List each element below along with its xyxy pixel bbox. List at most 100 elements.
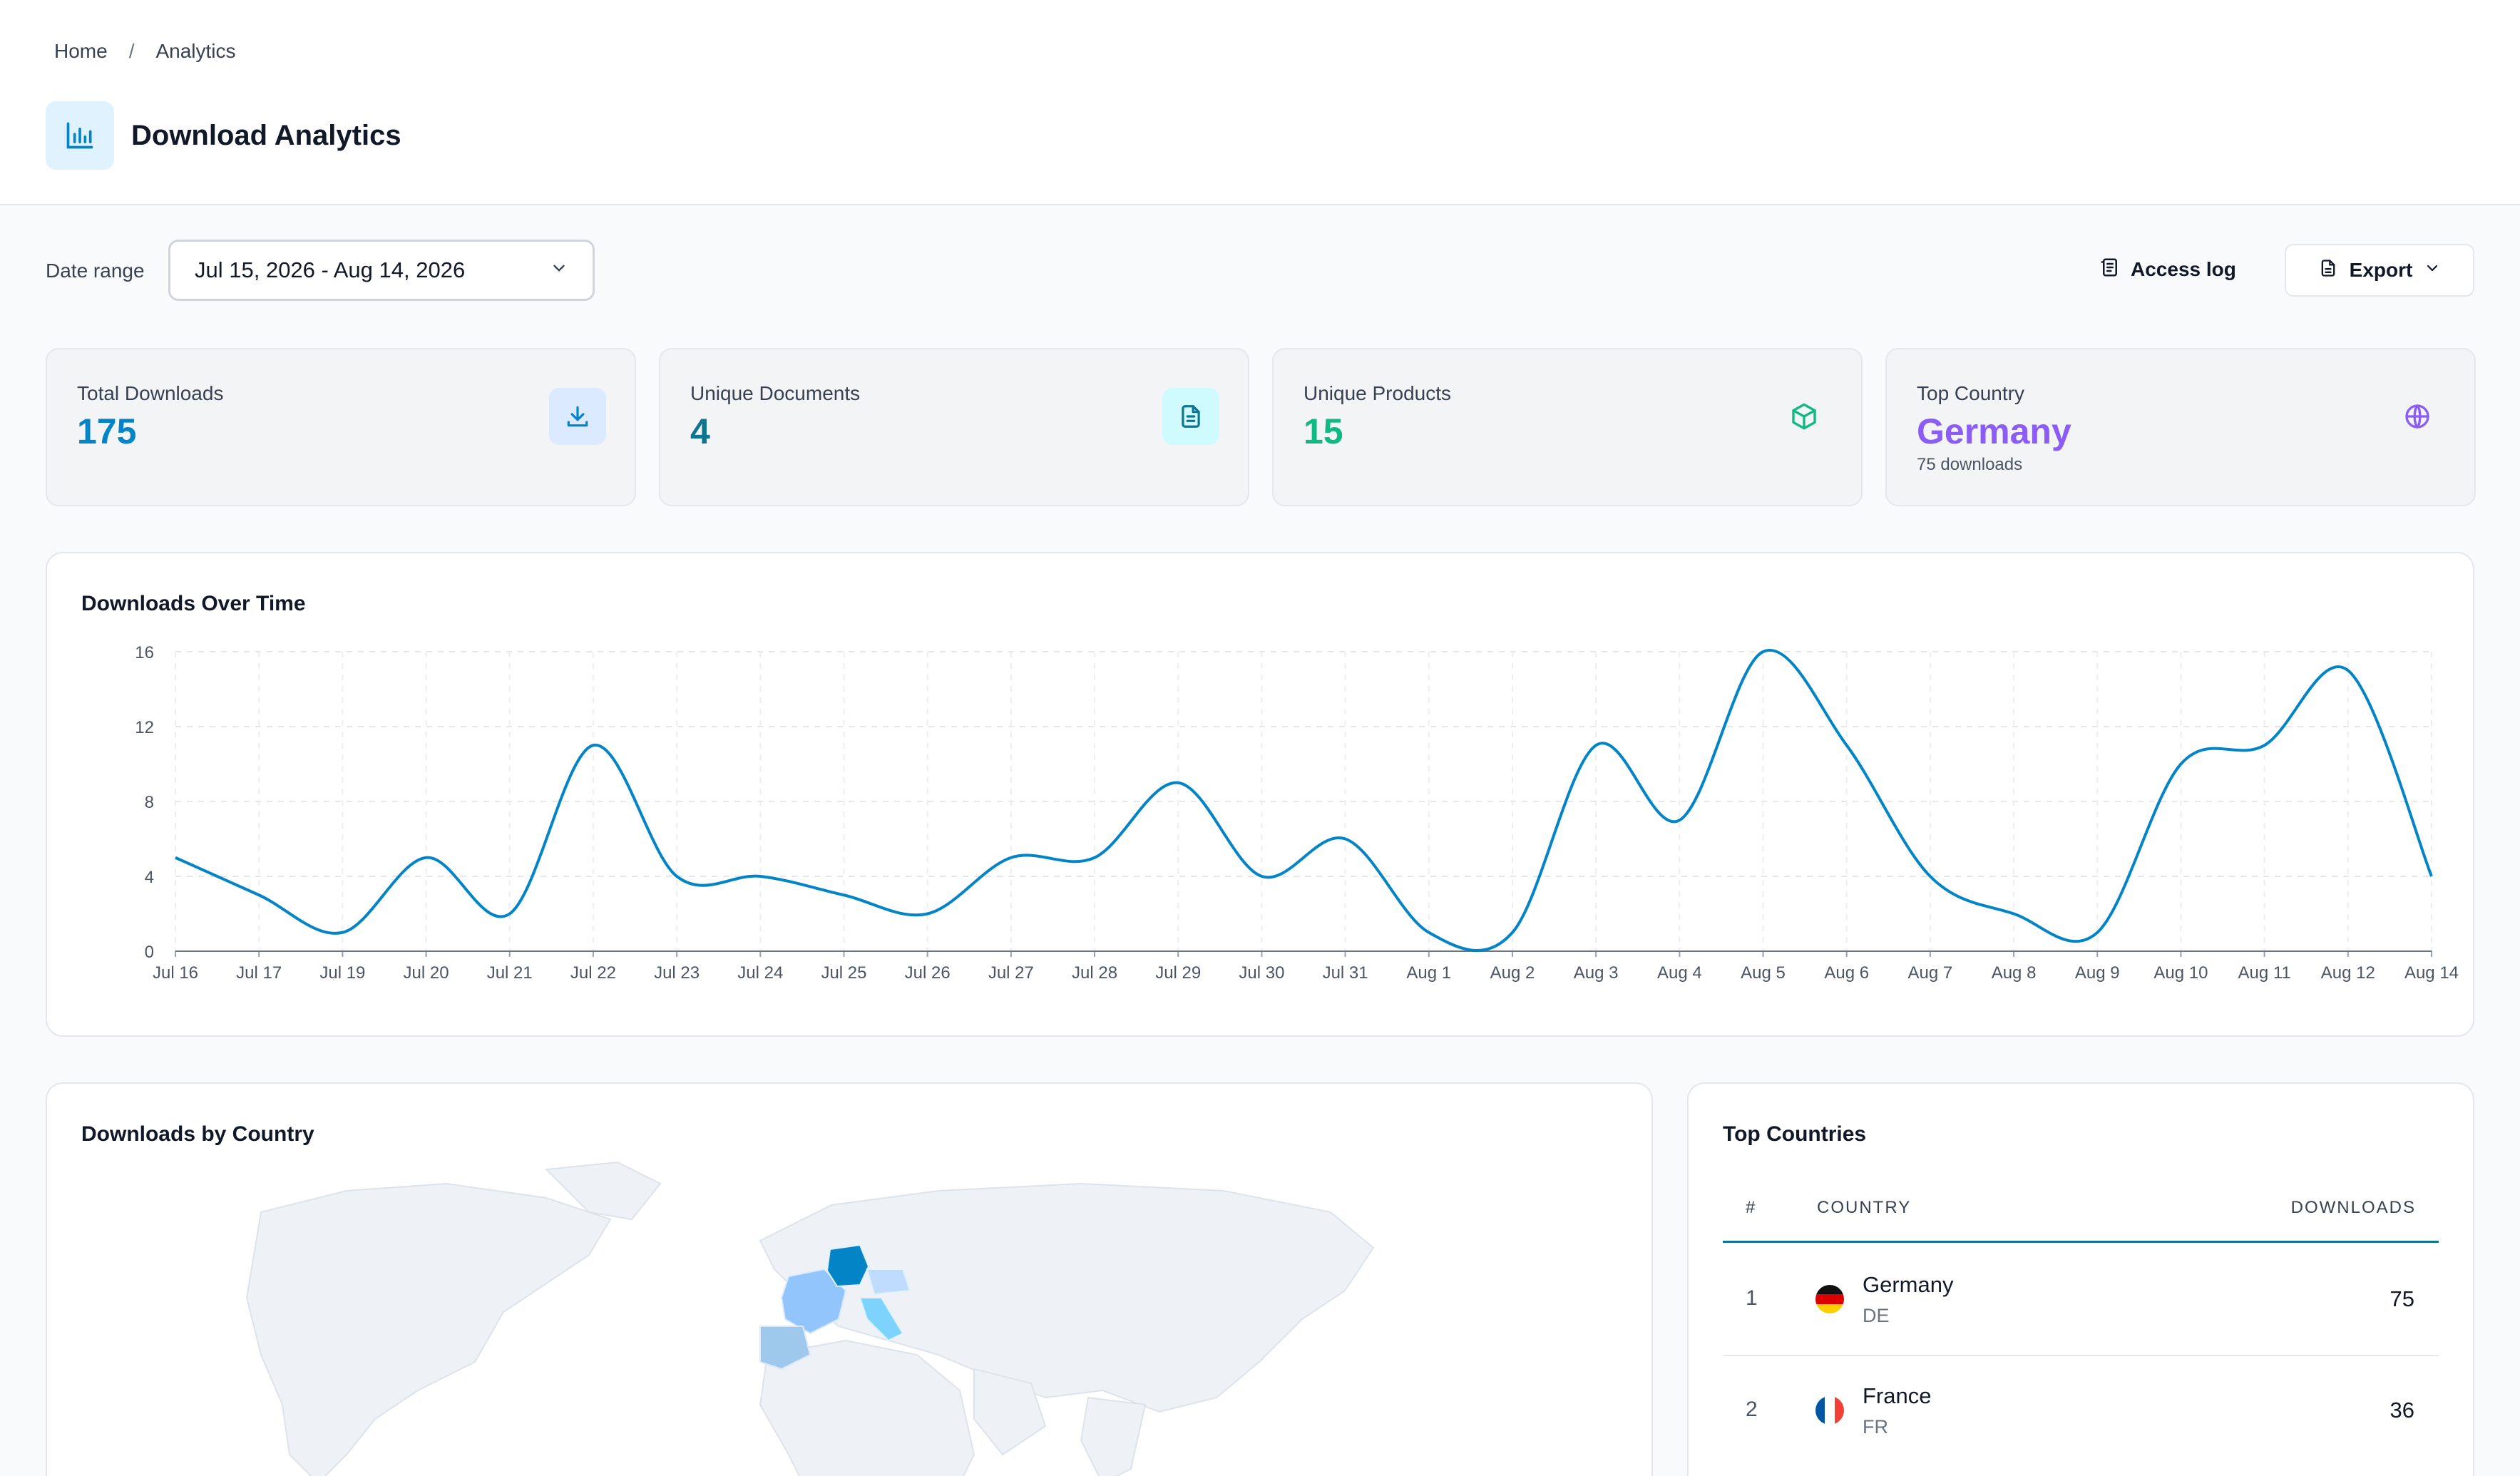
map-region-arabia bbox=[973, 1368, 1047, 1456]
x-tick-label: Aug 9 bbox=[2075, 963, 2120, 983]
x-tick-label: Jul 22 bbox=[570, 963, 616, 983]
x-tick-label: Jul 20 bbox=[404, 963, 449, 983]
y-tick-label: 4 bbox=[145, 868, 154, 887]
world-map bbox=[245, 1161, 1375, 1476]
stat-top-country: Top Country Germany 75 downloads bbox=[1885, 348, 2476, 506]
table-header-divider bbox=[1723, 1241, 2439, 1243]
export-label: Export bbox=[2349, 259, 2413, 281]
stat-sub: 75 downloads bbox=[1917, 455, 2023, 474]
cube-icon bbox=[1776, 388, 1833, 445]
stat-value: Germany bbox=[1917, 411, 2071, 451]
map-region-spain bbox=[759, 1326, 811, 1370]
map-region-germany bbox=[826, 1244, 870, 1288]
export-button[interactable]: Export bbox=[2285, 244, 2474, 297]
x-tick-label: Jul 28 bbox=[1072, 963, 1117, 983]
x-tick-label: Jul 26 bbox=[905, 963, 951, 983]
top-countries-card: Top Countries bbox=[1687, 1082, 2474, 1476]
top-countries-title: Top Countries bbox=[1723, 1122, 1867, 1146]
stat-label: Unique Documents bbox=[690, 382, 861, 404]
x-tick-label: Aug 2 bbox=[1490, 963, 1535, 983]
x-tick-label: Jul 19 bbox=[319, 963, 365, 983]
row-country-name: Germany bbox=[1863, 1272, 1954, 1297]
france-flag-icon bbox=[1815, 1396, 1844, 1425]
download-icon bbox=[549, 388, 606, 445]
x-tick-label: Aug 10 bbox=[2153, 963, 2208, 983]
row-divider bbox=[1723, 1355, 2439, 1356]
row-country-code: DE bbox=[1863, 1305, 1890, 1326]
series-line bbox=[175, 648, 2433, 952]
stat-value: 175 bbox=[77, 411, 137, 451]
file-icon bbox=[2318, 258, 2338, 283]
x-tick-label: Aug 8 bbox=[1992, 963, 2037, 983]
map-title: Downloads by Country bbox=[81, 1122, 314, 1146]
row-rank: 1 bbox=[1746, 1286, 1758, 1310]
row-rank: 2 bbox=[1746, 1398, 1758, 1421]
log-icon bbox=[2099, 257, 2121, 283]
map-region-eurasia bbox=[759, 1182, 1375, 1413]
column-header-rank: # bbox=[1746, 1198, 1757, 1217]
row-country-name: France bbox=[1863, 1383, 1932, 1408]
access-log-button[interactable]: Access log bbox=[2099, 242, 2236, 297]
y-tick-label: 16 bbox=[135, 643, 154, 662]
downloads-line-chart: 0 4 8 12 16 Jul 16 Jul 17 Jul 19 Jul 20 Jul 21 Jul… bbox=[135, 643, 2459, 983]
x-tick-label: Jul 23 bbox=[654, 963, 700, 983]
page-header: Home / Analytics Download Analytics bbox=[0, 0, 2520, 205]
x-tick-label: Jul 31 bbox=[1323, 963, 1368, 983]
downloads-by-country-card: Downloads by Country bbox=[46, 1082, 1653, 1476]
stat-value: 4 bbox=[690, 411, 710, 451]
y-tick-label: 8 bbox=[145, 793, 154, 812]
x-tick-label: Aug 4 bbox=[1657, 963, 1702, 983]
x-tick-label: Aug 7 bbox=[1908, 963, 1953, 983]
x-tick-label: Jul 29 bbox=[1155, 963, 1201, 983]
x-tick-label: Jul 27 bbox=[988, 963, 1034, 983]
y-tick-label: 0 bbox=[145, 943, 154, 962]
stat-label: Top Country bbox=[1917, 382, 2024, 404]
stat-label: Total Downloads bbox=[77, 382, 224, 404]
row-country-code: FR bbox=[1863, 1416, 1888, 1437]
map-region-central-europe bbox=[866, 1269, 911, 1296]
x-tick-label: Aug 11 bbox=[2238, 963, 2290, 983]
chevron-down-icon bbox=[2424, 259, 2441, 282]
stat-label: Unique Products bbox=[1303, 382, 1452, 404]
date-range-select[interactable]: Jul 15, 2026 - Aug 14, 2026 bbox=[168, 240, 595, 301]
x-tick-label: Jul 21 bbox=[487, 963, 533, 983]
x-tick-label: Aug 5 bbox=[1741, 963, 1786, 983]
breadcrumb-home[interactable]: Home bbox=[54, 40, 108, 62]
chevron-down-icon bbox=[550, 257, 568, 283]
date-range-label: Date range bbox=[46, 260, 145, 282]
breadcrumb: Home / Analytics bbox=[54, 40, 236, 63]
date-range-value: Jul 15, 2026 - Aug 14, 2026 bbox=[195, 257, 466, 282]
x-tick-label: Jul 17 bbox=[236, 963, 282, 983]
x-tick-label: Aug 3 bbox=[1574, 963, 1619, 983]
x-tick-label: Aug 6 bbox=[1824, 963, 1869, 983]
stat-value: 15 bbox=[1303, 411, 1343, 451]
document-icon bbox=[1162, 388, 1219, 445]
x-tick-label: Jul 16 bbox=[153, 963, 198, 983]
column-header-country: COUNTRY bbox=[1817, 1198, 1912, 1217]
globe-icon bbox=[2389, 388, 2446, 445]
column-header-downloads: DOWNLOADS bbox=[2290, 1198, 2416, 1217]
page-title: Download Analytics bbox=[131, 119, 401, 151]
x-tick-label: Aug 14 bbox=[2404, 963, 2459, 983]
access-log-label: Access log bbox=[2131, 258, 2236, 280]
x-tick-label: Jul 25 bbox=[821, 963, 866, 983]
map-region-north-america bbox=[245, 1182, 612, 1476]
x-tick-label: Aug 1 bbox=[1406, 963, 1451, 983]
map-region-greenland bbox=[544, 1161, 662, 1221]
map-region-italy bbox=[859, 1297, 904, 1342]
germany-flag-icon bbox=[1815, 1285, 1844, 1313]
map-region-india bbox=[1080, 1396, 1147, 1476]
x-tick-label: Aug 12 bbox=[2321, 963, 2375, 983]
chart-title: Downloads Over Time bbox=[81, 592, 306, 615]
stat-unique-documents: Unique Documents 4 bbox=[659, 348, 1249, 506]
y-tick-label: 12 bbox=[135, 718, 154, 737]
stat-unique-products: Unique Products 15 bbox=[1272, 348, 1863, 506]
downloads-over-time-card: Downloads Over Time 0 4 8 12 16 Jul 16 Jul 17 J… bbox=[46, 552, 2474, 1037]
x-tick-label: Jul 30 bbox=[1239, 963, 1284, 983]
x-tick-label: Jul 24 bbox=[737, 963, 783, 983]
breadcrumb-separator: / bbox=[128, 40, 135, 62]
row-downloads: 36 bbox=[2390, 1398, 2414, 1423]
stat-total-downloads: Total Downloads 175 bbox=[46, 348, 636, 506]
bar-chart-icon bbox=[46, 101, 114, 170]
row-downloads: 75 bbox=[2390, 1286, 2414, 1311]
